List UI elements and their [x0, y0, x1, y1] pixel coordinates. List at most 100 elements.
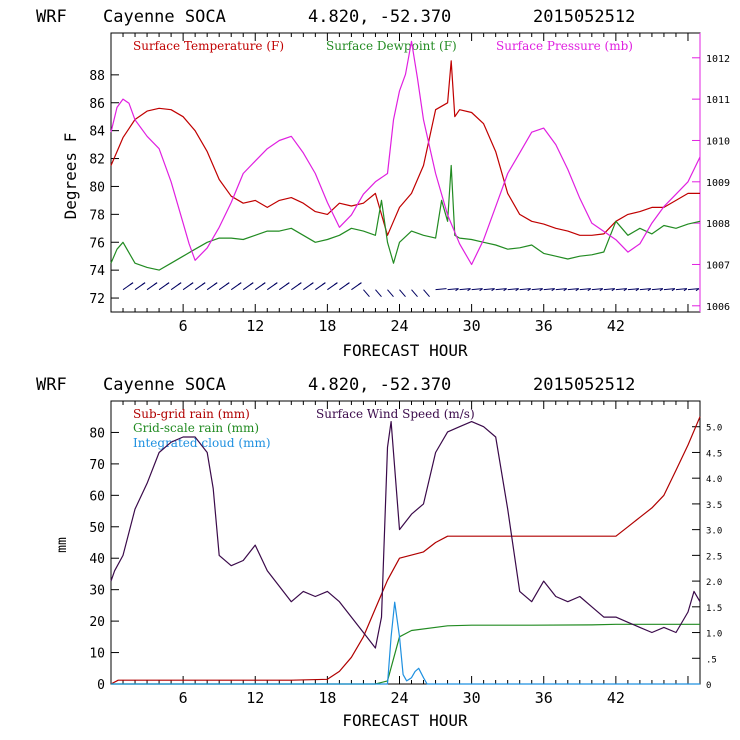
wind-barb — [495, 288, 507, 291]
y-tick-label: 30 — [89, 584, 105, 599]
wind-barb-flag — [635, 288, 640, 292]
wind-barb-flag — [491, 288, 495, 292]
x-tick-label: 30 — [463, 689, 481, 707]
wind-barb — [627, 288, 639, 291]
y-tick-label: 88 — [89, 69, 105, 84]
wind-barb — [651, 288, 663, 291]
bottom-plot-frame — [110, 400, 701, 685]
series-line-integrated-cloud-mm — [111, 601, 700, 685]
wind-barb-flag — [189, 282, 194, 286]
wind-barb-flag — [358, 282, 362, 286]
wind-barb — [375, 289, 382, 298]
y-tick-label: 84 — [89, 125, 105, 140]
bottom-title-coords: 4.820, -52.370 — [308, 375, 451, 395]
series-line-surface-dewpoint-f — [110, 164, 701, 271]
bottom-y-axis-label: mm — [55, 537, 70, 553]
top-chart: WRF Cayenne SOCA 4.820, -52.370 20150525… — [36, 7, 730, 360]
bottom-series — [110, 416, 701, 685]
wind-barb — [363, 289, 370, 298]
y2-tick-label: 1011 — [706, 95, 730, 106]
legend-surface-wind-speed: Surface Wind Speed (m/s) — [316, 407, 475, 421]
bottom-x-ticks: 6 12 18 24 30 36 42 — [122, 401, 689, 707]
wind-barb — [447, 288, 459, 291]
wind-barb-flag — [225, 282, 230, 286]
y-tick-label: 76 — [89, 236, 105, 251]
y-tick-label: 86 — [89, 97, 105, 112]
wind-barb-flag — [623, 288, 628, 292]
wind-barb-flag — [479, 288, 483, 292]
top-x-ticks: 6 12 18 24 30 36 42 — [122, 33, 689, 335]
bottom-title-run: 2015052512 — [533, 375, 635, 395]
y-tick-label: 82 — [89, 153, 105, 168]
wind-barb-flag — [346, 282, 350, 286]
y-tick-label: 78 — [89, 208, 105, 223]
wind-barb — [399, 289, 406, 298]
y2-tick-label: 2.0 — [706, 578, 722, 588]
wind-barb — [507, 288, 519, 291]
legend-integrated-cloud: Integrated cloud (mm) — [133, 436, 271, 450]
wind-barb-flag — [310, 282, 314, 286]
y2-tick-label: 1010 — [706, 136, 730, 147]
wind-barb-flag — [503, 288, 507, 292]
y2-tick-label: 1006 — [706, 302, 730, 313]
legend-surface-pressure: Surface Pressure (mb) — [496, 39, 633, 53]
bottom-y2-ticks: 0 .5 1.0 1.5 2.0 2.5 3.0 3.5 4.0 4.5 5.0 — [692, 424, 722, 691]
y-tick-label: 0 — [97, 678, 105, 693]
wind-barb-flag — [213, 282, 218, 286]
legend-surface-temperature: Surface Temperature (F) — [133, 39, 284, 53]
top-title-station: Cayenne SOCA — [103, 7, 226, 27]
y-tick-label: 10 — [89, 647, 105, 662]
wind-barb-flag — [129, 282, 134, 286]
wind-barb-flag — [455, 288, 459, 292]
y2-tick-label: 1.0 — [706, 630, 722, 640]
wind-barb-flag — [467, 288, 471, 292]
y-tick-label: 80 — [89, 180, 105, 195]
series-line-sub-grid-rain-mm — [110, 416, 701, 685]
legend-subgrid-rain: Sub-grid rain (mm) — [133, 407, 250, 421]
top-title-coords: 4.820, -52.370 — [308, 7, 451, 27]
y2-tick-label: 1008 — [706, 219, 730, 230]
x-tick-label: 6 — [179, 689, 188, 707]
series-line-surface-wind-speed-m-s — [110, 421, 701, 649]
wind-barb — [687, 288, 700, 291]
wind-barb-flag — [334, 282, 338, 286]
wind-barb — [615, 288, 627, 291]
wind-barb-flag — [575, 288, 580, 292]
wind-barb-flag — [551, 288, 556, 292]
y-tick-label: 40 — [89, 552, 105, 567]
y-tick-label: 74 — [89, 264, 105, 279]
top-title-model: WRF — [36, 7, 67, 27]
y2-tick-label: 4.0 — [706, 475, 722, 485]
x-tick-label: 36 — [535, 689, 553, 707]
y-tick-label: 60 — [89, 489, 105, 504]
wind-barb-flag — [671, 288, 676, 292]
wind-barb — [519, 288, 531, 291]
wind-barb-flag — [237, 282, 242, 286]
wind-barb — [543, 288, 555, 291]
x-tick-label: 12 — [246, 689, 264, 707]
x-tick-label: 42 — [607, 317, 625, 335]
wind-barb-flag — [695, 288, 700, 292]
wind-barb-flag — [683, 288, 688, 292]
wind-barb-flag — [273, 282, 278, 286]
y2-tick-label: 5.0 — [706, 424, 722, 434]
wind-barb-flag — [201, 282, 206, 286]
series-line-surface-pressure-mb — [110, 40, 701, 266]
wind-barb — [483, 288, 495, 291]
legend-gridscale-rain: Grid-scale rain (mm) — [133, 421, 259, 435]
y2-tick-label: 1007 — [706, 260, 730, 271]
series-line-grid-scale-rain-mm — [111, 623, 700, 685]
x-tick-label: 24 — [390, 689, 408, 707]
wind-barb-flag — [611, 288, 616, 292]
bottom-chart: WRF Cayenne SOCA 4.820, -52.370 20150525… — [36, 375, 722, 730]
x-tick-label: 18 — [318, 689, 336, 707]
top-title-run: 2015052512 — [533, 7, 635, 27]
wind-barb-flag — [322, 282, 326, 286]
wind-barb — [555, 288, 567, 291]
wind-barb — [471, 288, 483, 291]
top-y-axis-label: Degrees F — [61, 133, 80, 220]
wind-barb — [423, 289, 430, 298]
top-y-ticks: 72 74 76 78 80 82 84 86 88 — [89, 69, 119, 307]
y2-tick-label: 1012 — [706, 54, 730, 65]
